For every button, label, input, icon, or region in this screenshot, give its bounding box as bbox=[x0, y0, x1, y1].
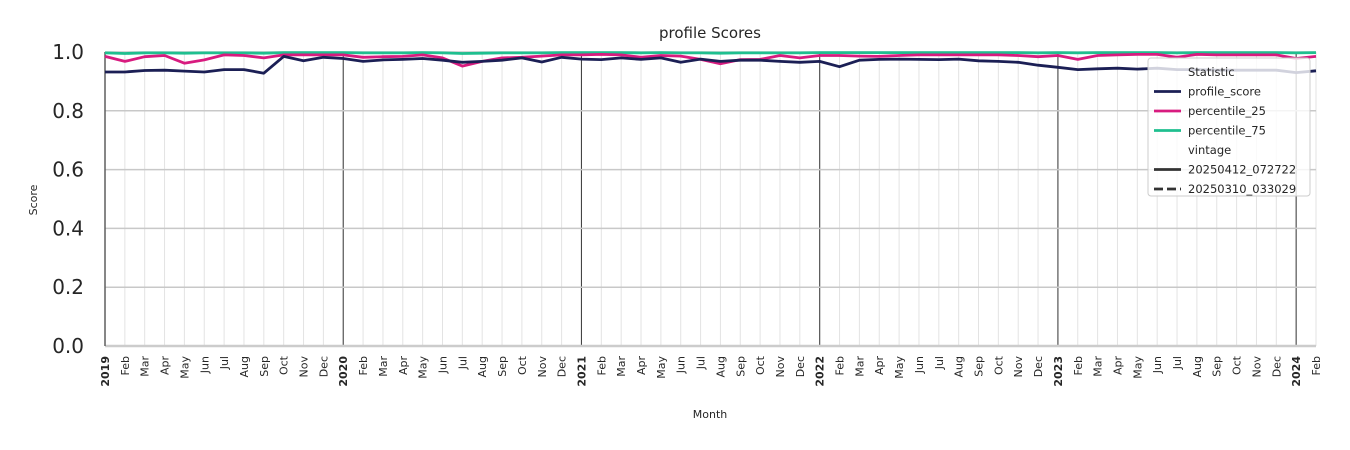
legend: Statistic profile_score percentile_25perce… bbox=[1147, 57, 1311, 197]
x-month-label: May bbox=[178, 356, 191, 379]
x-month-label: Sep bbox=[1211, 356, 1224, 377]
x-month-label: Sep bbox=[973, 356, 986, 377]
x-month-label: Mar bbox=[853, 356, 866, 377]
x-month-label: Apr bbox=[873, 356, 886, 376]
x-month-label: Oct bbox=[754, 355, 767, 375]
x-month-label: Nov bbox=[1250, 356, 1263, 378]
x-month-label: Mar bbox=[377, 356, 390, 377]
x-month-label: Mar bbox=[1092, 356, 1105, 377]
x-month-label: May bbox=[893, 356, 906, 379]
x-month-label: Feb bbox=[1310, 356, 1323, 375]
legend-section-title: Statistic bbox=[1188, 65, 1235, 79]
x-year-label: 2022 bbox=[814, 356, 827, 387]
x-month-label: Dec bbox=[1032, 356, 1045, 377]
legend-item-label: percentile_25 bbox=[1188, 104, 1266, 118]
x-month-label: Feb bbox=[834, 356, 847, 375]
x-month-label: Dec bbox=[794, 356, 807, 377]
x-month-label: Oct bbox=[516, 355, 529, 375]
x-month-label: Sep bbox=[734, 356, 747, 377]
x-month-label: Feb bbox=[595, 356, 608, 375]
y-tick-label: 0.0 bbox=[52, 334, 84, 358]
x-month-label: Jun bbox=[436, 356, 449, 374]
x-month-label: Dec bbox=[1270, 356, 1283, 377]
y-axis-title: Score bbox=[27, 184, 40, 215]
x-month-label: Aug bbox=[476, 356, 489, 377]
x-month-label: Dec bbox=[556, 356, 569, 377]
x-month-label: Dec bbox=[317, 356, 330, 377]
x-year-label: 2023 bbox=[1052, 356, 1065, 387]
legend-item-label: percentile_75 bbox=[1188, 124, 1266, 138]
x-month-label: Jul bbox=[933, 356, 946, 370]
x-year-label: 2021 bbox=[575, 356, 588, 387]
legend-item-label: profile_score bbox=[1188, 85, 1261, 99]
x-year-label: 2020 bbox=[337, 356, 350, 387]
x-month-label: Sep bbox=[496, 356, 509, 377]
x-month-label: Feb bbox=[119, 356, 132, 375]
x-month-label: Jun bbox=[913, 356, 926, 374]
x-month-label: Jun bbox=[198, 356, 211, 374]
x-month-label: Jul bbox=[1171, 356, 1184, 370]
x-month-label: Oct bbox=[278, 355, 291, 375]
legend-item-label: 20250412_072722 bbox=[1188, 163, 1296, 177]
x-month-label: Feb bbox=[357, 356, 370, 375]
series-line-profile_score bbox=[105, 55, 1317, 75]
x-year-label: 2024 bbox=[1290, 356, 1303, 387]
legend-section-title: vintage bbox=[1188, 143, 1231, 157]
legend-item-label: 20250310_033029 bbox=[1188, 182, 1296, 196]
x-month-label: Oct bbox=[1231, 355, 1244, 375]
x-month-label: Feb bbox=[1072, 356, 1085, 375]
x-month-label: Nov bbox=[1012, 356, 1025, 378]
y-tick-label: 1.0 bbox=[52, 40, 84, 64]
y-tick-label: 0.6 bbox=[52, 158, 84, 182]
x-month-label: Apr bbox=[635, 356, 648, 376]
y-tick-label: 0.4 bbox=[52, 216, 84, 240]
x-month-label: Nov bbox=[774, 356, 787, 378]
y-tick-label: 0.2 bbox=[52, 275, 84, 299]
x-month-label: Mar bbox=[615, 356, 628, 377]
x-axis-title: Month bbox=[693, 408, 728, 421]
x-year-label: 2019 bbox=[99, 356, 112, 387]
x-month-label: Aug bbox=[238, 356, 251, 377]
x-month-label: Sep bbox=[258, 356, 271, 377]
x-month-label: Aug bbox=[1191, 356, 1204, 377]
x-month-label: Apr bbox=[397, 356, 410, 376]
x-month-label: May bbox=[1131, 356, 1144, 379]
legend-box bbox=[1147, 57, 1311, 197]
x-month-label: Nov bbox=[536, 356, 549, 378]
x-month-label: Jul bbox=[695, 356, 708, 370]
x-month-label: May bbox=[655, 356, 668, 379]
x-month-label: May bbox=[417, 356, 430, 379]
x-month-label: Mar bbox=[139, 356, 152, 377]
x-month-label: Aug bbox=[953, 356, 966, 377]
x-month-label: Jun bbox=[1151, 356, 1164, 374]
y-tick-label: 0.8 bbox=[52, 99, 84, 123]
x-month-label: Jul bbox=[456, 356, 469, 370]
x-month-label: Nov bbox=[298, 356, 311, 378]
x-month-label: Apr bbox=[159, 356, 172, 376]
x-month-label: Apr bbox=[1111, 356, 1124, 376]
x-month-label: Jul bbox=[218, 356, 231, 370]
axes: 0.0 0.2 0.4 0.6 0.8 1.0 2019 Feb Mar Apr May Jun Jul… bbox=[52, 40, 1323, 387]
grid bbox=[104, 51, 1317, 348]
x-month-label: Jun bbox=[675, 356, 688, 374]
series-line-percentile_75 bbox=[104, 51, 1317, 55]
chart-title: profile Scores bbox=[659, 24, 761, 42]
data-lines bbox=[104, 51, 1317, 75]
x-month-label: Aug bbox=[714, 356, 727, 377]
x-month-label: Oct bbox=[992, 355, 1005, 375]
